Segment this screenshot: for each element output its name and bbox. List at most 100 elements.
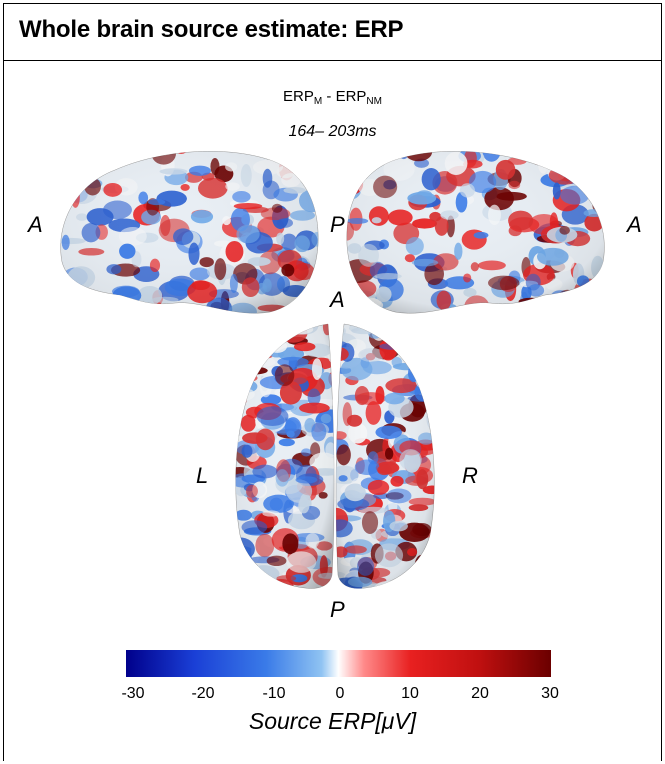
contrast-separator: - bbox=[322, 88, 336, 105]
figure-title: Whole brain source estimate: ERP bbox=[19, 16, 404, 43]
contrast-label: ERPM - ERPNM bbox=[0, 88, 665, 107]
activation-blob bbox=[235, 325, 257, 338]
activation-blob bbox=[269, 324, 287, 338]
activation-blob bbox=[252, 326, 264, 335]
activation-blob bbox=[254, 332, 281, 349]
activation-blob bbox=[555, 300, 574, 309]
activation-blob bbox=[308, 178, 318, 189]
time-window-label: 164– 203ms bbox=[288, 123, 377, 140]
activation-blob bbox=[558, 291, 569, 304]
right-view-anterior-label: A bbox=[627, 212, 642, 237]
activation-blob bbox=[91, 152, 112, 166]
activation-blob bbox=[235, 337, 261, 349]
activation-blob bbox=[412, 324, 435, 343]
activation-blob bbox=[567, 158, 595, 175]
activation-blob bbox=[71, 158, 97, 177]
activation-blob bbox=[66, 168, 77, 177]
activation-blob bbox=[407, 570, 423, 588]
activation-blob bbox=[551, 162, 561, 170]
top-view-left-label: L bbox=[196, 463, 209, 488]
activation-blob bbox=[413, 574, 433, 589]
activation-blob bbox=[90, 298, 112, 307]
activation-blob bbox=[60, 297, 70, 307]
activation-blob bbox=[60, 284, 77, 292]
activation-blob bbox=[556, 289, 579, 312]
activation-blob bbox=[295, 155, 310, 165]
colorbar-tick-label: -10 bbox=[262, 685, 286, 702]
activation-blob bbox=[561, 293, 578, 312]
activation-blob bbox=[590, 291, 605, 313]
figure-header: Whole brain source estimate: ERP bbox=[3, 3, 662, 61]
activation-blob bbox=[98, 154, 113, 172]
activation-blob bbox=[405, 327, 426, 337]
activation-blob bbox=[360, 152, 390, 160]
activation-blob bbox=[87, 165, 106, 173]
activation-blob bbox=[300, 151, 312, 168]
activation-blob bbox=[94, 301, 125, 314]
left-hemisphere-dorsal-brain bbox=[235, 323, 335, 589]
activation-blob bbox=[235, 333, 253, 352]
activation-blob bbox=[307, 156, 319, 169]
activation-blob bbox=[398, 575, 419, 589]
left-view-anterior-label: A bbox=[28, 212, 43, 237]
figure-frame bbox=[3, 3, 662, 761]
activation-blob bbox=[299, 158, 313, 166]
activation-blob bbox=[398, 324, 429, 337]
contrast-term-a: ERP bbox=[283, 88, 314, 105]
activation-blob bbox=[419, 354, 435, 368]
activation-blob bbox=[60, 151, 76, 169]
activation-blob bbox=[259, 578, 274, 589]
colorbar-tick-label: -30 bbox=[121, 685, 145, 702]
colorbar-label: Source ERP[μV] bbox=[248, 708, 417, 734]
activation-blob bbox=[395, 339, 426, 347]
colorbar bbox=[126, 650, 551, 677]
activation-blob bbox=[591, 277, 604, 302]
top-view-posterior-label: P bbox=[330, 597, 345, 622]
activation-blob bbox=[311, 151, 319, 162]
colorbar-tick-label: 30 bbox=[541, 685, 559, 702]
activation-blob bbox=[78, 158, 88, 175]
colorbar-tick-label: 0 bbox=[335, 685, 345, 702]
contrast-sub-b: NM bbox=[366, 96, 382, 107]
colorbar-tick-label: 10 bbox=[401, 685, 419, 702]
activation-blob bbox=[586, 160, 605, 177]
activation-blob bbox=[542, 304, 566, 314]
activation-blob bbox=[584, 287, 598, 298]
activation-blob bbox=[281, 152, 307, 166]
activation-blob bbox=[394, 324, 427, 330]
right-hemisphere-lateral-brain bbox=[346, 151, 605, 314]
activation-blob bbox=[236, 554, 248, 570]
activation-blob bbox=[444, 309, 460, 314]
activation-blob bbox=[60, 177, 76, 196]
colorbar-tick-label: 20 bbox=[471, 685, 489, 702]
contrast-sub-a: M bbox=[313, 96, 323, 107]
activation-blob bbox=[406, 575, 435, 589]
activation-blob bbox=[107, 151, 120, 163]
left-view-posterior-label: P bbox=[330, 212, 345, 237]
activation-blob bbox=[416, 324, 426, 340]
activation-blob bbox=[409, 336, 435, 349]
activation-blob bbox=[418, 349, 434, 358]
activation-blob bbox=[294, 151, 319, 163]
right-hemisphere-dorsal-brain bbox=[335, 323, 435, 589]
activation-blob bbox=[242, 331, 255, 344]
activation-blob bbox=[533, 152, 542, 165]
activation-blob bbox=[60, 187, 70, 194]
activation-blob bbox=[241, 324, 259, 346]
activation-blob bbox=[547, 156, 561, 168]
activation-blob bbox=[286, 152, 304, 166]
activation-blob bbox=[591, 172, 605, 195]
activation-blob bbox=[411, 361, 435, 377]
activation-blob bbox=[235, 327, 254, 338]
activation-blob bbox=[101, 151, 123, 165]
contrast-term-b: ERP bbox=[335, 88, 367, 105]
activation-blob bbox=[281, 324, 303, 332]
activation-blob bbox=[269, 335, 280, 347]
top-view-anterior-label: A bbox=[330, 287, 345, 312]
colorbar-tick-label: -20 bbox=[191, 685, 215, 702]
activation-blob bbox=[346, 162, 363, 180]
activation-blob bbox=[84, 292, 96, 311]
activation-blob bbox=[108, 299, 139, 314]
activation-blob bbox=[420, 327, 435, 344]
